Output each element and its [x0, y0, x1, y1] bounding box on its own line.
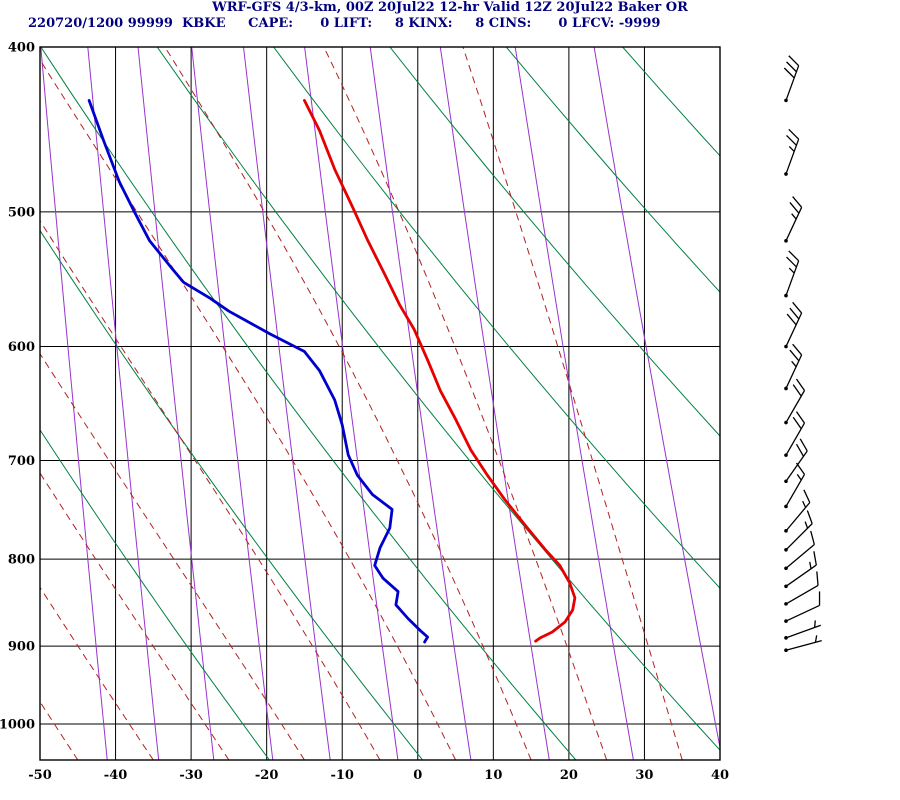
moist-adiabat-line [40, 586, 154, 760]
wind-barb [784, 530, 815, 571]
dry-adiabat-line [40, 428, 270, 760]
station-stats-line: 220720/1200 99999 KBKE CAPE: 0 LIFT: 8 K… [28, 16, 661, 31]
mixing-ratio-line [369, 47, 472, 760]
pressure-tick-label: 400 [8, 41, 35, 56]
temperature-tick-label: -10 [330, 768, 354, 783]
dewpoint-profile [87, 99, 430, 644]
pressure-tick-label: 600 [8, 340, 35, 355]
mixing-ratio-line [593, 47, 720, 751]
mixing-ratio-line [514, 47, 634, 760]
temperature-tick-label: -30 [179, 768, 203, 783]
mixing-ratio-line [137, 47, 215, 760]
wind-barb [784, 591, 821, 623]
dry-adiabat-line [739, 47, 900, 760]
moist-adiabat-line [323, 47, 608, 760]
page-title: WRF-GFS 4/3-km, 00Z 20Jul22 12-hr Valid … [212, 0, 688, 15]
temperature-tick-label: 20 [560, 768, 578, 783]
plot-area [40, 47, 900, 760]
mixing-ratio-line [40, 47, 108, 760]
temperature-tick-label: 0 [413, 768, 422, 783]
dry-adiabat-line [40, 47, 577, 760]
wind-barb [784, 635, 822, 653]
temperature-tick-label: 40 [711, 768, 729, 783]
wind-barb [784, 620, 821, 640]
temperature-tick-label: -40 [104, 768, 128, 783]
pressure-tick-label: 700 [8, 454, 35, 469]
moist-adiabat-line [164, 47, 532, 760]
mixing-ratio-line [439, 47, 550, 760]
temperature-profile [302, 99, 577, 643]
dry-adiabat-line [389, 47, 720, 437]
moist-adiabat-line [462, 47, 683, 760]
wind-barb [784, 510, 813, 552]
dry-adiabat-line [505, 47, 720, 293]
wind-barb [784, 301, 803, 349]
wind-barb [784, 489, 811, 533]
wind-barb-column [783, 55, 822, 653]
wind-barb [783, 55, 800, 103]
moist-adiabat-line [40, 352, 305, 760]
temperature-tick-label: 10 [484, 768, 502, 783]
mixing-ratio-line [304, 47, 399, 760]
mixing-ratio-line [243, 47, 331, 760]
wind-barb [784, 378, 806, 425]
mixing-ratio-line [191, 47, 274, 760]
wind-barb [784, 438, 808, 484]
moist-adiabat-line [40, 219, 381, 760]
wind-barb [784, 343, 803, 391]
moist-adiabat-line [40, 472, 230, 760]
dry-adiabat-line [622, 47, 720, 157]
temperature-tick-label: 30 [635, 768, 653, 783]
plot-frame [39, 46, 721, 761]
mixing-ratio-line [87, 47, 160, 760]
temperature-tick-label: -50 [28, 768, 52, 783]
wind-barb [784, 551, 817, 589]
pressure-tick-label: 800 [8, 553, 35, 568]
pressure-tick-label: 900 [8, 640, 35, 655]
wind-barb [784, 250, 800, 298]
wind-barb [784, 571, 819, 606]
moist-adiabat-line [40, 59, 457, 760]
dry-adiabat-line [156, 47, 720, 751]
wind-barb [784, 196, 803, 243]
pressure-tick-label: 500 [8, 205, 35, 220]
dry-adiabat-line [273, 47, 720, 589]
wind-barb [784, 128, 800, 176]
wind-barb [784, 411, 806, 457]
pressure-tick-label: 1000 [0, 717, 35, 732]
wind-barb [784, 462, 806, 509]
temperature-tick-label: -20 [255, 768, 279, 783]
dry-adiabat-line [40, 229, 423, 760]
